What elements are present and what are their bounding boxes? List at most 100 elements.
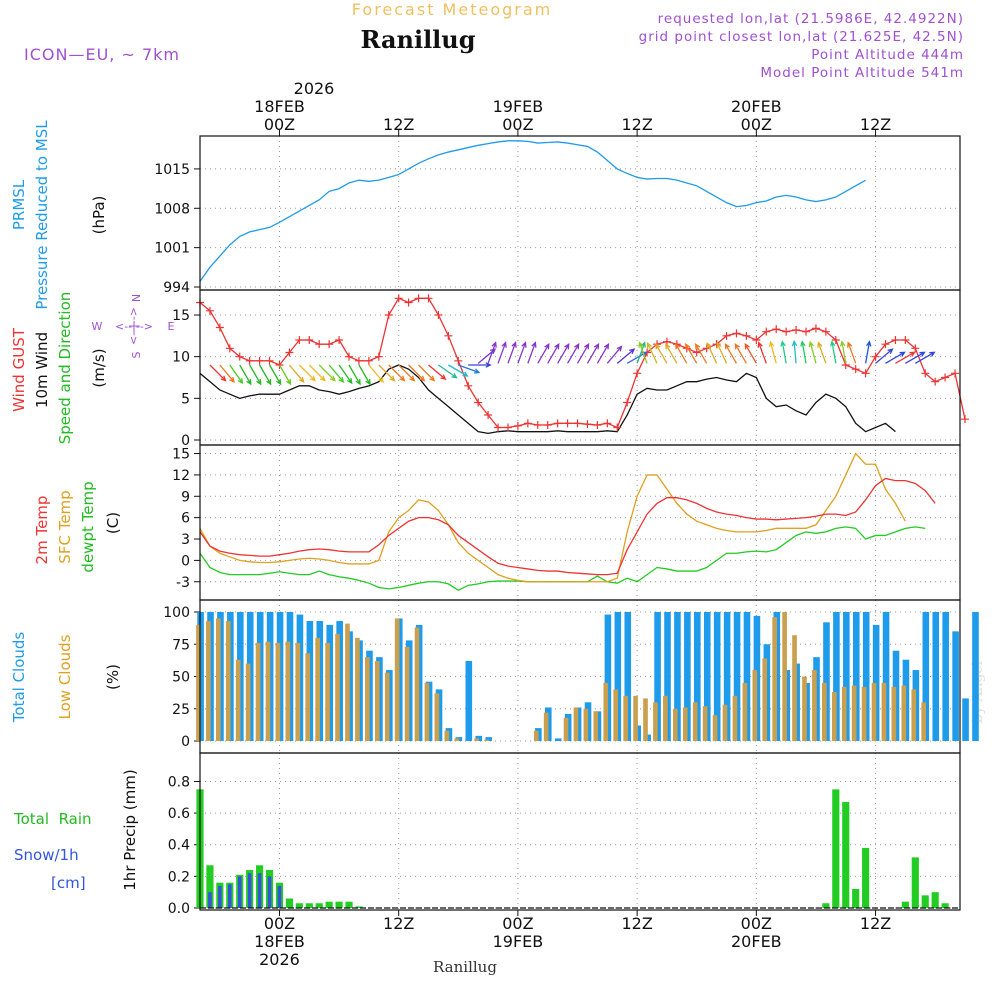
low-cloud-bar (613, 689, 619, 741)
low-cloud-bar (682, 707, 688, 741)
wind-arrow (757, 341, 767, 364)
total-cloud-bar (713, 612, 721, 741)
compass-w: W (92, 320, 103, 333)
wind-arrow (665, 342, 678, 364)
gust-line (199, 297, 966, 429)
wind-arrow (638, 341, 648, 364)
wind-arrow (716, 342, 728, 364)
low-cloud-bar (603, 682, 609, 741)
wind10-label: 10m Wind (33, 332, 51, 408)
wind-arrow (895, 351, 916, 364)
wind-arrow (800, 340, 807, 364)
total-cloud-bar (654, 612, 661, 741)
rain-bar (355, 906, 363, 908)
gust-marker (722, 331, 731, 340)
compass-e: E (168, 320, 175, 333)
gust-marker (394, 294, 403, 303)
wind-arrow (368, 364, 384, 383)
low-cloud-bar (871, 682, 877, 741)
wind-arrow (791, 339, 798, 364)
gust-marker (315, 340, 324, 349)
rain-bar (325, 901, 333, 908)
location-title: Ranillug (360, 25, 475, 54)
gust-marker (772, 325, 781, 334)
low-cloud-bar (533, 730, 539, 741)
wind-arrow (744, 342, 757, 364)
rain-bar (822, 903, 830, 908)
low-cloud-bar (792, 635, 797, 741)
gust-marker (782, 327, 791, 336)
low-cloud-bar (434, 693, 440, 741)
top-time-label: 12Z (383, 115, 414, 134)
total-cloud-bar (952, 631, 959, 741)
low-cloud-bar (841, 686, 847, 741)
low-cloud-bar (921, 702, 927, 741)
rain-bar (285, 898, 293, 908)
wind-arrow (655, 342, 668, 364)
total-cloud-bar (733, 612, 741, 741)
bottom-time-label: 12Z (621, 914, 652, 933)
panel-3-frame (199, 444, 961, 601)
gust-marker (444, 331, 453, 340)
wind-arrow (507, 341, 517, 364)
y-tick-label: 25 (172, 702, 190, 718)
top-time-label: 18FEB (254, 97, 305, 116)
low-cloud-bar (911, 689, 917, 741)
y-tick-label: 0 (181, 433, 190, 449)
model-altitude: Model Point Altitude 541m (760, 65, 964, 81)
low-cloud-bar (712, 715, 718, 741)
gust-marker (364, 356, 373, 365)
total-cloud-bar (833, 612, 840, 741)
gust-marker (931, 377, 940, 386)
wind-arrow (706, 342, 718, 364)
y-tick-label: 1008 (154, 201, 190, 217)
top-time-label: 00Z (741, 115, 772, 134)
wind-arrow (487, 341, 497, 364)
total-rain-label: Total Rain (13, 810, 92, 828)
requested-coords: requested lon,lat (21.5986E, 42.4922N) (658, 11, 964, 27)
rain-bar (941, 903, 949, 908)
low-cloud-bar (215, 618, 221, 741)
wind-arrow (780, 340, 787, 364)
gust-marker (692, 348, 701, 357)
gust-marker (613, 423, 622, 432)
pressure-unit: (hPa) (90, 196, 108, 235)
gust-marker (285, 348, 294, 357)
gust-marker (345, 352, 354, 361)
cloud-bars (196, 612, 979, 741)
total-cloud-bar (624, 612, 632, 741)
y-tick-label: 5 (181, 391, 190, 407)
rain-bar (862, 847, 870, 908)
wind-arrow (458, 364, 481, 374)
low-cloud-bar (593, 711, 599, 741)
low-cloud-bar (265, 641, 271, 741)
wind-arrow (448, 364, 469, 377)
snow-label: Snow/1h (14, 846, 79, 864)
low-cloud-bar (335, 633, 340, 741)
wind-arrow (328, 364, 345, 383)
gust-marker (434, 311, 443, 319)
wind-arrow (209, 364, 227, 382)
total-cloud-bar (703, 612, 711, 741)
gust-marker (831, 336, 840, 344)
low-cloud-bar (573, 707, 579, 741)
dewpt-label: dewpt Temp (79, 481, 97, 572)
wind-arrow (768, 340, 777, 364)
y-tick-label: 0.8 (168, 774, 190, 790)
wind-arrow (576, 342, 590, 364)
gust-marker (404, 298, 413, 307)
rain-bar (206, 865, 214, 908)
gust-marker (811, 324, 820, 333)
wind-arrow (864, 340, 872, 364)
low-cloud-bar (623, 695, 628, 741)
y-tick-label: 3 (181, 532, 190, 548)
panel-1-grid: 994 1001 1008 1015 (154, 136, 960, 296)
low-cloud-bar (692, 702, 698, 741)
gust-marker (593, 421, 602, 429)
gust-marker (494, 423, 503, 432)
low-cloud-bar (762, 658, 768, 741)
rain-bar (335, 901, 343, 908)
top-time-label: 12Z (860, 115, 891, 134)
low-cloud-bar (891, 686, 897, 741)
compass-arrows-v: <--|--> (127, 307, 140, 345)
